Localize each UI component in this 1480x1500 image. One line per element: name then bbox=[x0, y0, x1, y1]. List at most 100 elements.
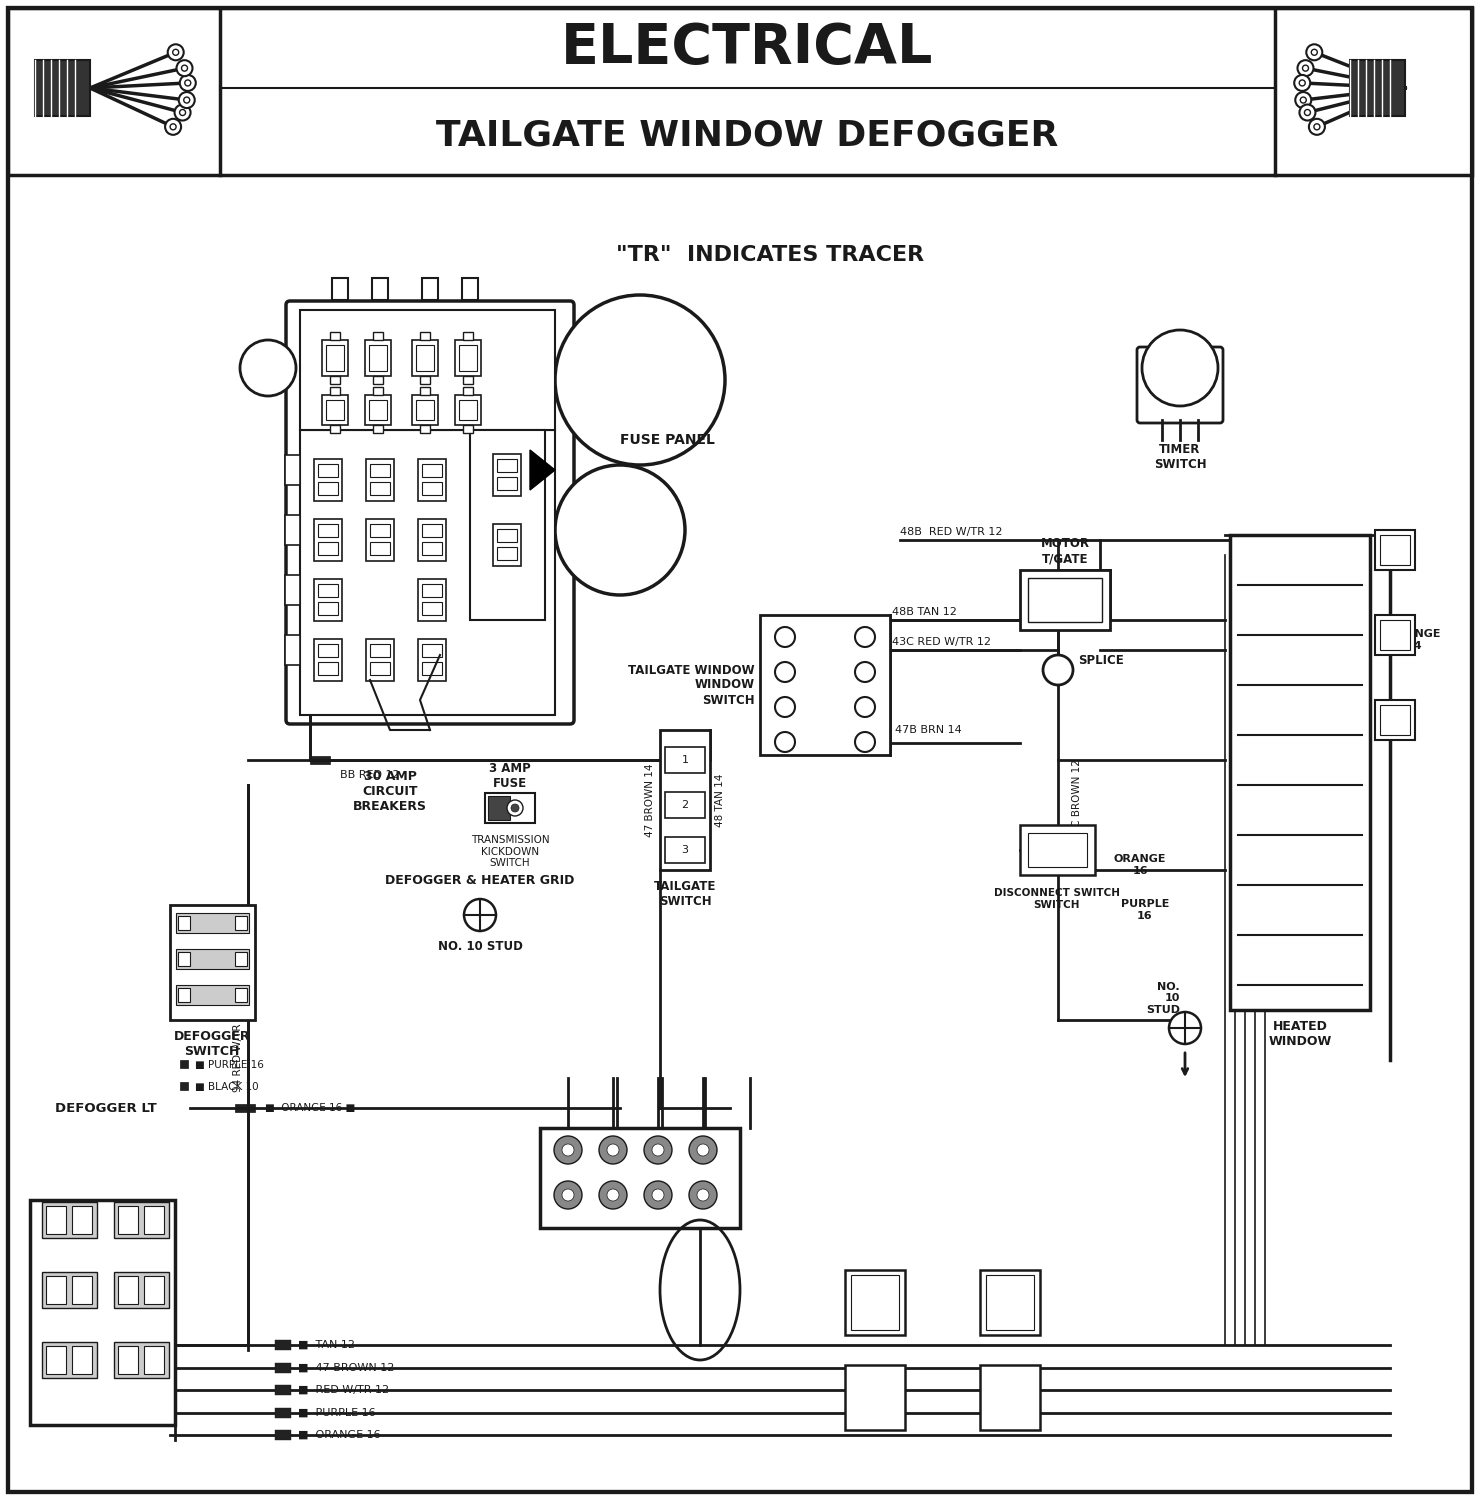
FancyBboxPatch shape bbox=[286, 302, 574, 724]
Bar bbox=[323, 340, 348, 376]
Bar bbox=[761, 615, 889, 754]
Bar bbox=[370, 482, 391, 495]
Bar bbox=[318, 662, 337, 675]
Bar bbox=[178, 988, 189, 1002]
Circle shape bbox=[170, 124, 176, 130]
Circle shape bbox=[554, 1136, 582, 1164]
Bar bbox=[178, 952, 189, 966]
Bar bbox=[1230, 536, 1370, 1010]
Bar bbox=[845, 1365, 904, 1430]
Circle shape bbox=[508, 800, 522, 816]
Bar bbox=[422, 662, 443, 675]
Bar bbox=[300, 310, 555, 430]
Text: 43C RED W/TR 12: 43C RED W/TR 12 bbox=[892, 638, 992, 646]
Bar bbox=[417, 579, 445, 621]
Circle shape bbox=[599, 1136, 628, 1164]
Bar bbox=[181, 1082, 188, 1090]
Bar bbox=[417, 519, 445, 561]
Bar bbox=[73, 1276, 92, 1304]
Bar bbox=[417, 459, 445, 501]
Bar bbox=[497, 530, 517, 542]
Bar bbox=[41, 1272, 98, 1308]
Text: ELECTRICAL: ELECTRICAL bbox=[561, 21, 934, 75]
Bar bbox=[46, 1206, 67, 1234]
Bar bbox=[1375, 530, 1415, 570]
Bar bbox=[980, 1365, 1040, 1430]
Circle shape bbox=[697, 1144, 709, 1156]
Circle shape bbox=[562, 1190, 574, 1202]
Bar bbox=[422, 524, 443, 537]
Bar bbox=[665, 747, 704, 772]
Bar bbox=[275, 1430, 292, 1440]
Circle shape bbox=[1314, 124, 1320, 130]
Circle shape bbox=[176, 60, 192, 76]
Bar bbox=[1375, 615, 1415, 656]
Bar bbox=[318, 542, 337, 555]
Bar bbox=[176, 914, 249, 933]
Bar bbox=[369, 345, 386, 370]
Bar bbox=[851, 1275, 898, 1330]
Bar bbox=[422, 584, 443, 597]
Circle shape bbox=[511, 804, 519, 812]
Circle shape bbox=[179, 75, 195, 92]
Circle shape bbox=[166, 118, 181, 135]
Bar bbox=[118, 1346, 138, 1374]
Bar bbox=[318, 602, 337, 615]
Bar bbox=[370, 464, 391, 477]
Bar bbox=[1375, 700, 1415, 740]
Bar bbox=[454, 340, 481, 376]
Text: BB RED 12: BB RED 12 bbox=[340, 770, 400, 780]
Bar bbox=[463, 424, 474, 433]
Bar bbox=[497, 477, 517, 490]
Circle shape bbox=[776, 732, 795, 752]
FancyBboxPatch shape bbox=[1137, 346, 1222, 423]
Bar bbox=[366, 519, 394, 561]
Bar bbox=[371, 278, 388, 300]
Circle shape bbox=[776, 662, 795, 682]
Bar bbox=[235, 988, 247, 1002]
Bar bbox=[309, 756, 330, 764]
Circle shape bbox=[1301, 98, 1307, 104]
Circle shape bbox=[465, 898, 496, 932]
Circle shape bbox=[167, 45, 184, 60]
Bar bbox=[1020, 570, 1110, 630]
Bar bbox=[326, 345, 343, 370]
Circle shape bbox=[653, 1144, 665, 1156]
Text: 2: 2 bbox=[681, 800, 688, 810]
Text: 3: 3 bbox=[681, 844, 688, 855]
Text: 47B BRN 14: 47B BRN 14 bbox=[895, 724, 962, 735]
Circle shape bbox=[855, 662, 875, 682]
Text: NO. 10 STUD: NO. 10 STUD bbox=[438, 940, 522, 952]
Bar bbox=[144, 1276, 164, 1304]
Bar bbox=[73, 1206, 92, 1234]
Bar bbox=[422, 482, 443, 495]
Circle shape bbox=[184, 98, 189, 104]
Bar bbox=[459, 345, 477, 370]
Bar bbox=[420, 376, 431, 384]
Bar bbox=[275, 1364, 292, 1372]
Circle shape bbox=[1298, 60, 1313, 76]
Circle shape bbox=[776, 698, 795, 717]
Bar bbox=[665, 837, 704, 862]
Text: ■  TAN 12: ■ TAN 12 bbox=[297, 1340, 355, 1350]
Circle shape bbox=[644, 1136, 672, 1164]
Circle shape bbox=[776, 627, 795, 646]
Bar bbox=[286, 454, 300, 484]
Circle shape bbox=[1143, 330, 1218, 406]
Circle shape bbox=[690, 1180, 716, 1209]
Bar bbox=[411, 394, 438, 424]
Bar bbox=[422, 602, 443, 615]
Circle shape bbox=[644, 1180, 672, 1209]
Bar bbox=[30, 1200, 175, 1425]
Bar bbox=[370, 524, 391, 537]
Bar bbox=[420, 424, 431, 433]
Circle shape bbox=[1307, 45, 1322, 60]
Circle shape bbox=[179, 110, 185, 116]
Circle shape bbox=[1043, 656, 1073, 686]
Bar bbox=[330, 387, 340, 394]
Bar bbox=[176, 986, 249, 1005]
Circle shape bbox=[554, 1180, 582, 1209]
Circle shape bbox=[653, 1190, 665, 1202]
Bar bbox=[416, 345, 434, 370]
Bar bbox=[314, 459, 342, 501]
